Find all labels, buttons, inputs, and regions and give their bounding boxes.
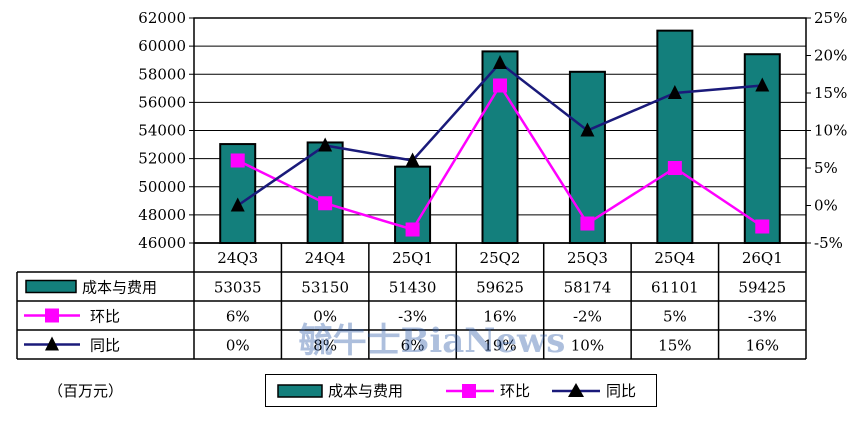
x-tick-label: 25Q4 (654, 249, 695, 267)
table-cell: 0% (313, 308, 337, 326)
table-cell: 19% (483, 337, 516, 355)
legend-qoq-swatch (446, 384, 494, 398)
legend-label-qoq: 环比 (500, 382, 531, 400)
x-tick-label: 26Q1 (742, 249, 783, 267)
table-cell: 5% (663, 308, 687, 326)
table-row-label-cost: 成本与费用 (82, 279, 157, 297)
table-cell: 6% (401, 337, 425, 355)
table-swatch-yoy-marker (45, 336, 59, 351)
left-tick-label: 48000 (138, 206, 186, 224)
table-row-label-yoy: 同比 (90, 337, 120, 355)
table-cell: 15% (658, 337, 691, 355)
right-tick-label: 0% (814, 197, 838, 215)
legend-label-cost: 成本与费用 (328, 382, 404, 400)
yoy-point (230, 197, 245, 212)
bar (568, 70, 606, 244)
table-cell: -2% (573, 308, 602, 326)
left-tick-label: 58000 (138, 65, 186, 83)
right-tick-label: -5% (814, 234, 843, 252)
qoq-point (405, 222, 420, 237)
table-cell: 59625 (476, 279, 524, 297)
left-tick-label: 62000 (138, 9, 186, 27)
x-tick-label: 24Q4 (305, 249, 346, 267)
x-tick-label: 25Q2 (480, 249, 521, 267)
right-tick-label: 20% (814, 47, 847, 65)
qoq-point (493, 78, 507, 93)
left-tick-label: 46000 (138, 234, 186, 252)
bar (306, 141, 344, 244)
right-tick-label: 10% (814, 122, 847, 140)
legend-item-cost: 成本与费用 (276, 381, 436, 401)
yoy-point (755, 77, 770, 92)
right-tick-label: 5% (814, 159, 838, 177)
table-cell: 10% (571, 337, 604, 355)
table-cell: 61101 (651, 279, 699, 297)
table-cell: 6% (226, 308, 250, 326)
table-cell: 53035 (214, 279, 262, 297)
table-cell: 58174 (564, 279, 612, 297)
x-tick-label: 25Q1 (392, 249, 433, 267)
legend-label-yoy: 同比 (606, 382, 637, 400)
left-tick-label: 54000 (138, 122, 186, 140)
qoq-point (580, 216, 595, 231)
right-tick-label: 25% (814, 9, 847, 27)
yoy-point (318, 137, 333, 152)
table-cell: 51430 (389, 279, 437, 297)
unit-label: （百万元） (48, 382, 124, 400)
legend-item-qoq: 环比 (444, 381, 544, 401)
table-cell: 8% (313, 337, 337, 355)
table-row-label-qoq: 环比 (90, 308, 120, 326)
table-cell: -3% (748, 308, 777, 326)
yoy-point (667, 85, 682, 99)
left-tick-label: 56000 (138, 93, 186, 111)
legend-item-yoy: 同比 (550, 381, 650, 401)
watermark: 毓牛士BiaNews (299, 321, 566, 361)
table-cell: 53150 (301, 279, 349, 297)
qoq-point (755, 219, 770, 234)
yoy-point (493, 55, 507, 69)
table-cell: -3% (398, 308, 427, 326)
table-cell: 16% (746, 337, 779, 355)
yoy-point (405, 152, 420, 167)
x-tick-label: 25Q3 (567, 249, 608, 267)
bar (656, 29, 694, 245)
legend: 成本与费用 环比 同比 (265, 374, 657, 407)
left-tick-label: 60000 (138, 37, 186, 55)
left-tick-label: 52000 (138, 150, 186, 168)
legend-bar-swatch (277, 384, 323, 398)
left-tick-label: 50000 (138, 178, 186, 196)
qoq-point (318, 196, 333, 211)
right-tick-label: 15% (814, 84, 847, 102)
yoy-point (580, 122, 595, 137)
legend-yoy-swatch (552, 383, 600, 397)
table-cell: 0% (226, 337, 250, 355)
qoq-point (667, 161, 682, 175)
qoq-point (230, 153, 245, 168)
x-tick-label: 24Q3 (217, 249, 258, 267)
table-swatch-qoq-marker (45, 308, 59, 323)
table-swatch-cost (25, 279, 77, 294)
table-cell: 59425 (738, 279, 786, 297)
table-cell: 16% (483, 308, 516, 326)
